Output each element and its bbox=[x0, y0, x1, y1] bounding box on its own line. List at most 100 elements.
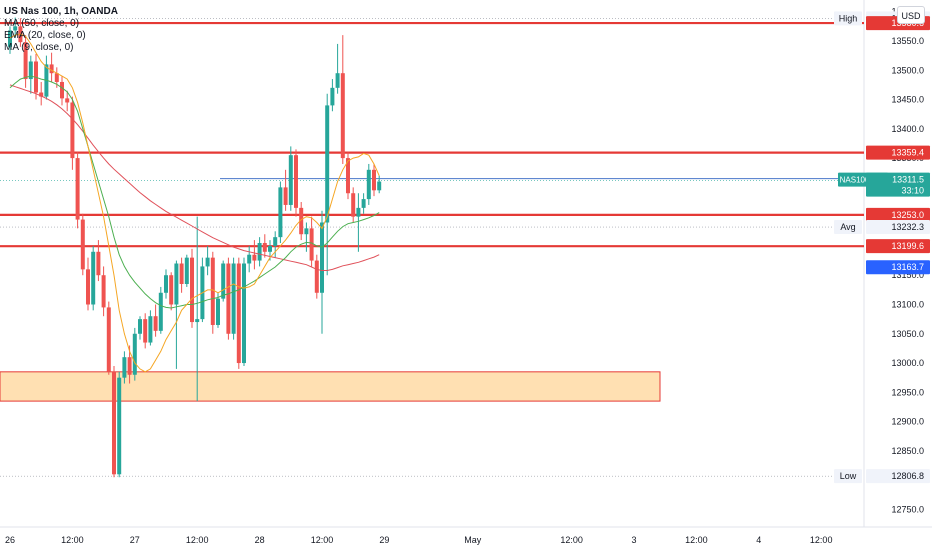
candle-body bbox=[242, 263, 246, 364]
candle-body bbox=[377, 181, 382, 191]
candle-body bbox=[257, 243, 262, 261]
candle-body bbox=[112, 371, 116, 475]
high-label: High bbox=[839, 13, 858, 23]
avg-value-tag-bg bbox=[866, 220, 930, 235]
candle-body bbox=[314, 260, 319, 293]
time-tick-label: 12:00 bbox=[560, 535, 583, 545]
candle-body bbox=[75, 158, 80, 220]
candle-body bbox=[231, 263, 236, 334]
level3-tag-bg bbox=[866, 207, 930, 222]
candle-body bbox=[23, 42, 28, 80]
candle-body bbox=[153, 316, 158, 331]
candle-body bbox=[340, 73, 345, 159]
candle-body bbox=[366, 169, 371, 200]
legend-ema20[interactable]: EMA (20, close, 0) bbox=[4, 30, 86, 41]
candle-body bbox=[252, 254, 257, 261]
candle-body bbox=[226, 263, 231, 334]
time-tick-label: 28 bbox=[255, 535, 265, 545]
candle-body bbox=[101, 275, 106, 308]
avg-label-bg bbox=[834, 220, 862, 235]
ma50-line bbox=[9, 84, 380, 271]
candle-body bbox=[158, 292, 163, 331]
candle-body bbox=[294, 155, 298, 208]
price-tick-label: 13100.0 bbox=[891, 299, 924, 309]
candle-body bbox=[91, 251, 96, 305]
level2-tag-bg bbox=[866, 145, 930, 160]
demand-zone[interactable] bbox=[0, 371, 661, 402]
last-price-tag-bg bbox=[866, 172, 930, 197]
candle-body bbox=[325, 105, 330, 223]
time-tick-label: 12:00 bbox=[685, 535, 708, 545]
low-value-tag: 12806.8 bbox=[891, 471, 924, 481]
time-tick-label: 29 bbox=[379, 535, 389, 545]
legend-ma9[interactable]: MA (9, close, 0) bbox=[4, 42, 74, 53]
candle-body bbox=[106, 307, 111, 372]
price-tick-label: 13050.0 bbox=[891, 329, 924, 339]
legend-ma50[interactable]: MA (50, close, 0) bbox=[4, 18, 80, 29]
candle-body bbox=[80, 219, 85, 270]
candle-body bbox=[54, 73, 59, 82]
candle-body bbox=[184, 257, 189, 284]
blue-value-tag: 13163.7 bbox=[891, 262, 924, 272]
candle-body bbox=[86, 269, 90, 305]
price-tick-label: 12750.0 bbox=[891, 504, 924, 514]
level4-tag-bg bbox=[866, 239, 930, 254]
symbol-title[interactable]: US Nas 100, 1h, OANDA bbox=[4, 6, 118, 17]
level2-tag: 13359.4 bbox=[891, 148, 924, 158]
price-tick-label: 12950.0 bbox=[891, 387, 924, 397]
ma9-line bbox=[9, 33, 380, 373]
low-label-bg bbox=[834, 469, 862, 484]
price-tick-label: 13000.0 bbox=[891, 358, 924, 368]
blue-value-tag-bg bbox=[866, 260, 930, 275]
candle-body bbox=[278, 187, 283, 238]
candle-body bbox=[268, 245, 272, 252]
time-tick-label: 4 bbox=[756, 535, 761, 545]
candle-body bbox=[70, 102, 75, 159]
candle-body bbox=[320, 222, 324, 293]
candle-body bbox=[288, 155, 293, 205]
candle-body bbox=[299, 207, 304, 235]
ema20-line bbox=[9, 75, 380, 309]
candle-body bbox=[138, 319, 142, 334]
avg-label: Avg bbox=[840, 222, 855, 232]
candle-body bbox=[262, 243, 267, 252]
candle-body bbox=[28, 61, 33, 80]
candle-body bbox=[179, 263, 184, 284]
low-label: Low bbox=[840, 471, 857, 481]
price-tick-label: 13400.0 bbox=[891, 124, 924, 134]
countdown-tag: 33:10 bbox=[901, 186, 924, 196]
candle-body bbox=[174, 263, 179, 305]
price-tick-label: 12900.0 bbox=[891, 417, 924, 427]
high-label-bg bbox=[834, 11, 862, 26]
candle-body bbox=[330, 87, 335, 106]
candle-body bbox=[304, 228, 309, 235]
candle-body bbox=[247, 254, 252, 264]
candle-body bbox=[372, 169, 376, 191]
candle-body bbox=[309, 228, 314, 261]
price-tick-label: 13500.0 bbox=[891, 65, 924, 75]
candle-body bbox=[164, 275, 168, 293]
candle-body bbox=[236, 263, 241, 364]
time-tick-label: May bbox=[464, 535, 482, 545]
candle-body bbox=[96, 251, 101, 276]
chart-legend: US Nas 100, 1h, OANDA MA (50, close, 0) … bbox=[4, 6, 118, 54]
candle-body bbox=[143, 319, 148, 343]
level4-tag: 13199.6 bbox=[891, 241, 924, 251]
price-tick-label: 13150.0 bbox=[891, 270, 924, 280]
time-tick-label: 12:00 bbox=[311, 535, 334, 545]
price-tick-label: 13450.0 bbox=[891, 95, 924, 105]
currency-button[interactable]: USD bbox=[897, 6, 925, 24]
candle-body bbox=[216, 298, 220, 325]
level3-tag: 13253.0 bbox=[891, 210, 924, 220]
time-tick-label: 3 bbox=[631, 535, 636, 545]
time-tick-label: 12:00 bbox=[186, 535, 209, 545]
time-tick-label: 27 bbox=[130, 535, 140, 545]
candle-body bbox=[210, 257, 215, 325]
candle-body bbox=[148, 316, 153, 343]
candle-body bbox=[117, 377, 122, 475]
candle-body bbox=[49, 64, 54, 74]
low-value-tag-bg bbox=[866, 469, 930, 484]
candle-body bbox=[13, 26, 18, 31]
